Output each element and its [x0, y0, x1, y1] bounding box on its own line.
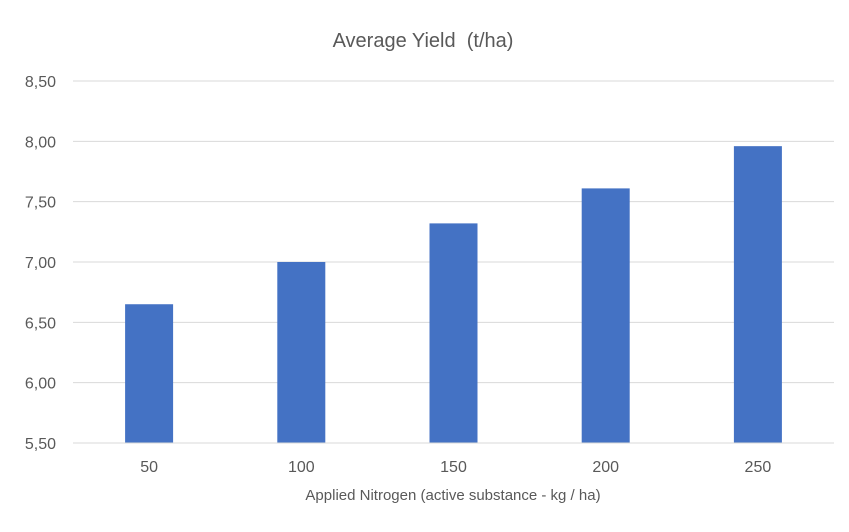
- x-axis-label: Applied Nitrogen (active substance - kg …: [305, 487, 600, 504]
- bar-50: [125, 304, 174, 443]
- y-tick-label: 8,50: [25, 74, 56, 91]
- y-axis-tick-labels: 5,50 6,00 6,50 7,00 7,50 8,00 8,50: [25, 74, 56, 453]
- x-tick-label: 100: [288, 459, 315, 476]
- bar-200: [581, 188, 630, 443]
- x-tick-label: 50: [140, 459, 158, 476]
- y-tick-label: 6,00: [25, 376, 56, 393]
- x-tick-label: 150: [440, 459, 467, 476]
- bar-250: [733, 146, 782, 443]
- y-tick-label: 7,00: [25, 255, 56, 272]
- bars: [125, 146, 782, 443]
- bar-150: [429, 223, 478, 443]
- x-axis-tick-labels: 50 100 150 200 250: [140, 459, 771, 476]
- y-tick-label: 8,00: [25, 134, 56, 151]
- x-tick-label: 250: [745, 459, 772, 476]
- chart-title: Average Yield (t/ha): [333, 30, 514, 52]
- y-tick-label: 7,50: [25, 195, 56, 212]
- y-tick-label: 5,50: [25, 436, 56, 453]
- y-tick-label: 6,50: [25, 315, 56, 332]
- bar-100: [277, 262, 326, 443]
- x-tick-label: 200: [592, 459, 619, 476]
